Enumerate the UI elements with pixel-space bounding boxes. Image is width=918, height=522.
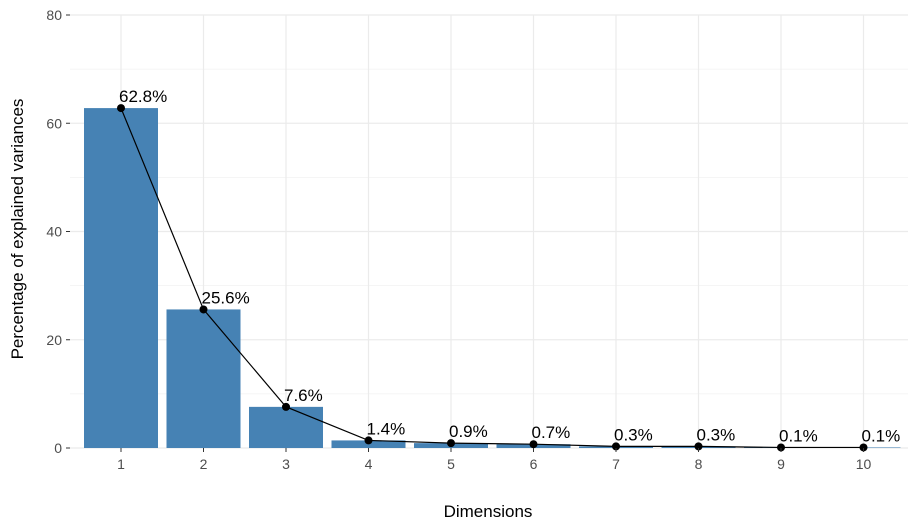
- point-dim-10: [859, 443, 868, 452]
- bars: [84, 108, 901, 448]
- x-tick-label: 1: [117, 456, 125, 472]
- y-axis: 0 20 40 60 80: [46, 7, 70, 456]
- data-label-dim-1: 62.8%: [119, 87, 167, 106]
- point-dim-7: [612, 442, 620, 451]
- data-label-dim-10: 0.1%: [862, 426, 901, 445]
- x-tick-label: 3: [282, 456, 290, 472]
- y-tick-label: 0: [54, 440, 62, 456]
- x-tick-label: 6: [530, 456, 538, 472]
- point-dim-6: [529, 440, 538, 449]
- point-dim-4: [364, 436, 373, 445]
- bar-dim-3: [249, 406, 323, 448]
- x-tick-label: 5: [447, 456, 455, 472]
- x-axis-title: Dimensions: [444, 502, 533, 521]
- point-dim-3: [282, 402, 290, 411]
- data-label-dim-9: 0.1%: [779, 426, 818, 445]
- data-label-dim-2: 25.6%: [202, 288, 250, 307]
- x-tick-label: 7: [612, 456, 620, 472]
- x-tick-label: 4: [365, 456, 373, 472]
- x-tick-label: 9: [777, 456, 785, 472]
- y-tick-label: 20: [46, 332, 62, 348]
- point-dim-1: [117, 104, 125, 113]
- y-tick-label: 60: [46, 115, 62, 131]
- point-dim-5: [447, 439, 455, 448]
- x-tick-label: 2: [200, 456, 208, 472]
- data-label-dim-4: 1.4%: [367, 419, 406, 438]
- y-axis-title: Percentage of explained variances: [8, 99, 27, 360]
- x-tick-label: 10: [856, 456, 872, 472]
- bar-dim-1: [84, 108, 158, 448]
- data-label-dim-6: 0.7%: [532, 423, 571, 442]
- y-tick-label: 40: [46, 224, 62, 240]
- data-labels: 62.8% 25.6% 7.6% 1.4% 0.9% 0.7% 0.3% 0.3% 0.1% 0.…: [119, 87, 900, 445]
- point-dim-2: [199, 305, 208, 314]
- bar-dim-2: [166, 309, 241, 448]
- variance-line: [117, 104, 868, 452]
- point-dim-9: [777, 443, 785, 452]
- data-label-dim-5: 0.9%: [449, 422, 488, 441]
- variance-polyline: [120, 107, 864, 449]
- data-label-dim-8: 0.3%: [697, 425, 736, 444]
- y-tick-label: 80: [46, 7, 62, 23]
- point-dim-8: [694, 442, 703, 451]
- data-label-dim-3: 7.6%: [284, 386, 323, 405]
- x-axis: 1 2 3 4 5 6 7 8 9 10: [117, 448, 871, 472]
- x-tick-label: 8: [695, 456, 703, 472]
- data-label-dim-7: 0.3%: [614, 425, 653, 444]
